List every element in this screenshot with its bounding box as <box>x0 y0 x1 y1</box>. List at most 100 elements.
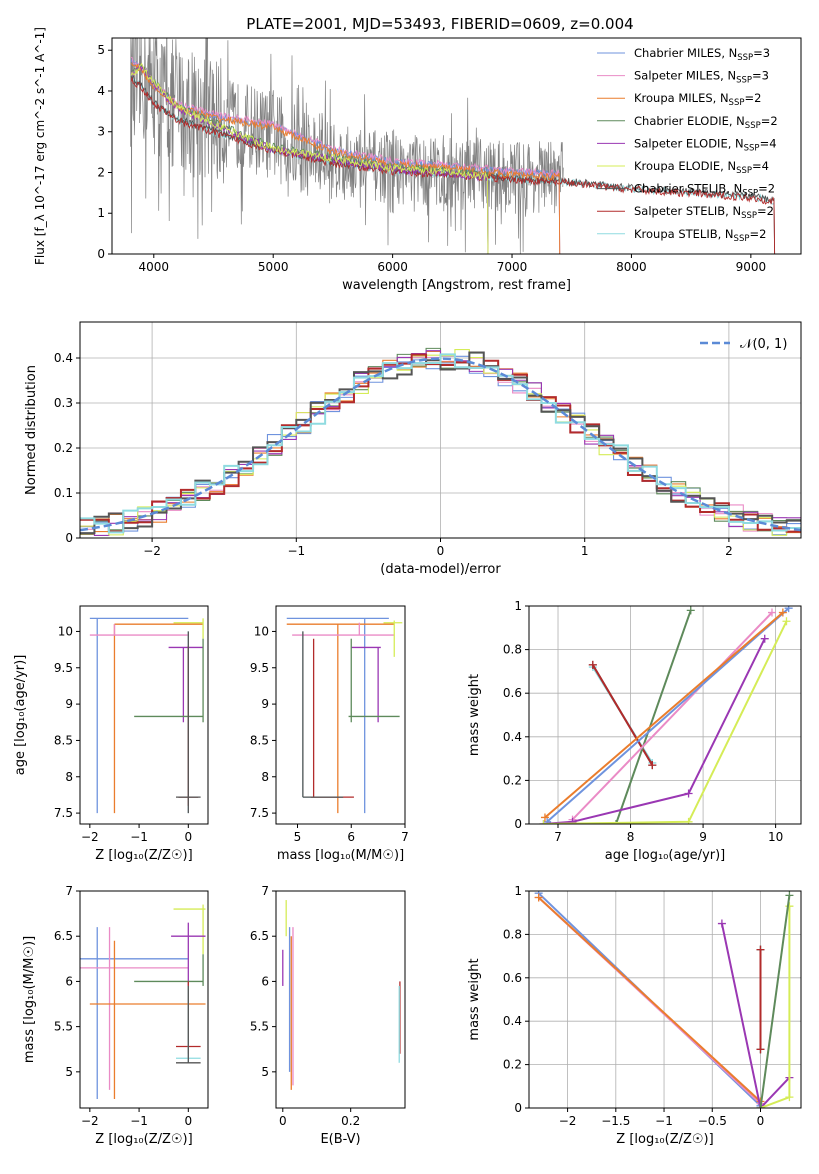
weight-line <box>537 896 762 1103</box>
x-tick-label: 5000 <box>258 260 289 274</box>
error-point-kroupa-elodie <box>173 618 204 639</box>
legend-entry: Kroupa MILES, NSSP=2 <box>634 91 761 108</box>
x-tick-label: −1 <box>130 1114 148 1128</box>
legend-entry: Salpeter ELODIE, NSSP=4 <box>634 136 777 153</box>
error-point-salpeter-miles <box>89 624 189 636</box>
weight-line <box>759 895 791 1108</box>
x-tick-label: 0 <box>184 830 192 844</box>
weight-point-marker <box>648 761 657 770</box>
x-tick-label: 7 <box>554 830 562 844</box>
mass_vs_Z-frame <box>79 890 209 1109</box>
error-point-salpeter-elodie <box>351 646 381 723</box>
error-point-kroupa-elodie <box>173 904 206 955</box>
histogram-chabrier-stelib <box>80 351 801 535</box>
y-axis-label: Normed distribution <box>24 365 39 495</box>
x-tick-label: 8 <box>627 830 635 844</box>
error-point-kroupa-stelib <box>302 631 344 798</box>
weight-series-salpeter-stelib <box>588 660 657 770</box>
y-tick-label: 1 <box>97 206 105 220</box>
y-tick-label: 0.2 <box>503 773 522 787</box>
x-tick-label: 0.2 <box>341 1114 360 1128</box>
legend-entry: Chabrier STELIB, NSSP=2 <box>634 182 775 199</box>
error-point-chabrier-elodie <box>134 638 204 723</box>
weight-point-marker <box>785 891 794 900</box>
x-tick-label: −2 <box>143 544 161 558</box>
residual-legend: 𝒩(0, 1) <box>700 337 787 352</box>
weight_vs_Z-plot-area <box>534 891 794 1108</box>
y-tick-label: 8.5 <box>250 733 269 747</box>
error-point-salpeter-miles <box>292 622 395 636</box>
error-point-salpeter-miles <box>80 927 189 1090</box>
y-tick-label: 1 <box>514 599 522 613</box>
age_vs_Z-axes: −2 −1 0 7.5 8 8.5 9 9.5 10 Z [log₁₀(Z/Z☉)] age [lo… <box>13 605 209 863</box>
y-tick-label: 6.5 <box>250 929 269 943</box>
x-tick-label: 6 <box>347 830 355 844</box>
x-axis-label: mass [log₁₀(M/M☉)] <box>277 848 404 863</box>
y-tick-label: 0 <box>514 817 522 831</box>
weight_vs_age-plot-area <box>539 606 793 824</box>
y-tick-label: 8.5 <box>54 733 73 747</box>
y-tick-label: 9.5 <box>54 661 73 675</box>
histogram-kroupa-stelib <box>80 353 801 534</box>
x-tick-label: −0.5 <box>698 1114 727 1128</box>
x-tick-label: −1.5 <box>601 1114 630 1128</box>
x-tick-label: −2 <box>81 830 99 844</box>
y-tick-label: 0.4 <box>503 1014 522 1028</box>
x-tick-label: 0 <box>184 1114 192 1128</box>
x-tick-label: −1 <box>287 544 305 558</box>
x-axis-label: Z [log₁₀(Z/Z☉)] <box>616 1132 713 1147</box>
y-axis-label: mass weight <box>467 958 482 1040</box>
error-point-kroupa-miles <box>89 940 206 1099</box>
error-point-chabrier-elodie <box>134 954 204 986</box>
y-tick-label: 7.5 <box>54 806 73 820</box>
error-point-chabrier-elodie <box>348 638 400 723</box>
age_vs_Z-plot-area <box>89 617 204 814</box>
weight-line <box>720 923 791 1108</box>
weight-point-marker <box>756 1045 765 1054</box>
y-tick-label: 10 <box>254 624 269 638</box>
error-point-chabrier-miles <box>80 927 189 1099</box>
weight-series-kroupa-elodie <box>539 617 791 824</box>
x-tick-label: 1 <box>581 544 589 558</box>
y-tick-label: 0.8 <box>503 927 522 941</box>
y-tick-label: 7 <box>261 884 269 898</box>
error-point-kroupa-miles <box>113 623 204 814</box>
x-axis-label: wavelength [Angstrom, rest frame] <box>342 278 571 293</box>
normal-reference-curve <box>80 357 801 532</box>
x-tick-label: 7000 <box>497 260 528 274</box>
y-tick-label: 9.5 <box>250 661 269 675</box>
error-point-salpeter-elodie <box>168 646 204 723</box>
error-point-chabrier-miles <box>89 617 189 814</box>
x-axis-label: (data-model)/error <box>380 562 501 577</box>
y-tick-label: 2 <box>97 165 105 179</box>
spectrum-plot-area <box>130 38 776 254</box>
spectrum-legend: Chabrier MILES, NSSP=3 Salpeter MILES, NS… <box>597 46 778 244</box>
y-tick-label: 5 <box>261 1065 269 1079</box>
y-tick-label: 7.5 <box>250 806 269 820</box>
weight-point-marker <box>782 617 791 626</box>
y-tick-label: 6.5 <box>54 929 73 943</box>
weight-point-marker <box>756 1104 765 1108</box>
x-axis-label: Z [log₁₀(Z/Z☉)] <box>95 848 192 863</box>
y-tick-label: 7 <box>65 884 73 898</box>
y-tick-label: 5 <box>97 43 105 57</box>
residuals-axes: −2 −1 0 1 2 0 0.1 0.2 0.3 0.4 (data-model)/error No… <box>24 321 802 577</box>
x-tick-label: 7 <box>401 830 409 844</box>
y-tick-label: 8 <box>261 770 269 784</box>
mass_vs_ebv-plot-area <box>282 900 401 1090</box>
error-point-chabrier-stelib <box>302 631 344 798</box>
error-point-kroupa-elodie <box>383 620 403 657</box>
y-tick-label: 0.6 <box>503 971 522 985</box>
x-tick-label: 4000 <box>139 260 170 274</box>
x-axis-label: age [log₁₀(age/yr)] <box>605 848 726 863</box>
weight-series-chabrier-elodie <box>612 606 695 824</box>
y-tick-label: 0.2 <box>54 441 73 455</box>
weight-series-chabrier-miles <box>543 606 793 824</box>
x-tick-label: 9000 <box>736 260 767 274</box>
y-tick-label: 9 <box>261 697 269 711</box>
residuals-plot-area <box>80 347 801 536</box>
weight-series-kroupa-miles <box>540 608 787 822</box>
weight-point-marker <box>760 634 769 643</box>
weight-point-marker <box>543 817 552 824</box>
